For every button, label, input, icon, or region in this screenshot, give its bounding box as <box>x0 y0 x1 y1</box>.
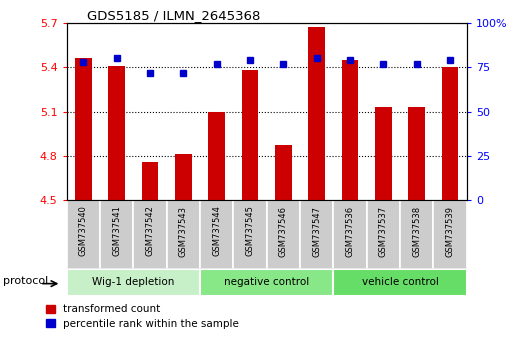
Bar <box>67 269 200 296</box>
Text: GSM737546: GSM737546 <box>279 206 288 257</box>
Text: Wig-1 depletion: Wig-1 depletion <box>92 277 174 287</box>
Bar <box>142 162 159 200</box>
Text: GSM737538: GSM737538 <box>412 206 421 257</box>
Text: GSM737541: GSM737541 <box>112 206 121 256</box>
Bar <box>175 154 192 200</box>
Text: GSM737537: GSM737537 <box>379 206 388 257</box>
Bar <box>375 107 392 200</box>
Bar <box>275 145 292 200</box>
Text: protocol: protocol <box>3 276 49 286</box>
Bar <box>342 60 359 200</box>
Bar <box>133 200 167 269</box>
Bar <box>75 58 92 200</box>
Bar <box>200 269 333 296</box>
Bar <box>442 67 459 200</box>
Bar <box>100 200 133 269</box>
Bar <box>108 66 125 200</box>
Text: GSM737545: GSM737545 <box>246 206 254 256</box>
Text: GSM737544: GSM737544 <box>212 206 221 256</box>
Bar <box>400 200 433 269</box>
Bar <box>308 27 325 200</box>
Bar <box>200 200 233 269</box>
Bar <box>67 200 100 269</box>
Text: GSM737539: GSM737539 <box>446 206 455 257</box>
Text: GSM737536: GSM737536 <box>346 206 354 257</box>
Text: GSM737542: GSM737542 <box>146 206 154 256</box>
Bar <box>300 200 333 269</box>
Text: GSM737543: GSM737543 <box>179 206 188 257</box>
Text: vehicle control: vehicle control <box>362 277 439 287</box>
Text: negative control: negative control <box>224 277 309 287</box>
Bar <box>267 200 300 269</box>
Legend: transformed count, percentile rank within the sample: transformed count, percentile rank withi… <box>46 304 239 329</box>
Text: GSM737547: GSM737547 <box>312 206 321 257</box>
Bar <box>233 200 267 269</box>
Text: GDS5185 / ILMN_2645368: GDS5185 / ILMN_2645368 <box>87 9 260 22</box>
Bar <box>408 107 425 200</box>
Bar <box>433 200 467 269</box>
Bar <box>242 70 259 200</box>
Bar <box>208 112 225 200</box>
Bar <box>333 269 467 296</box>
Bar <box>367 200 400 269</box>
Bar <box>333 200 367 269</box>
Bar <box>167 200 200 269</box>
Text: GSM737540: GSM737540 <box>79 206 88 256</box>
